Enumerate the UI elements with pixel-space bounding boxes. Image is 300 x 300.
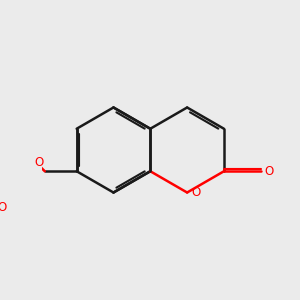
Text: O: O	[265, 165, 274, 178]
Text: O: O	[0, 201, 7, 214]
Text: O: O	[191, 186, 200, 199]
Text: O: O	[34, 156, 43, 169]
